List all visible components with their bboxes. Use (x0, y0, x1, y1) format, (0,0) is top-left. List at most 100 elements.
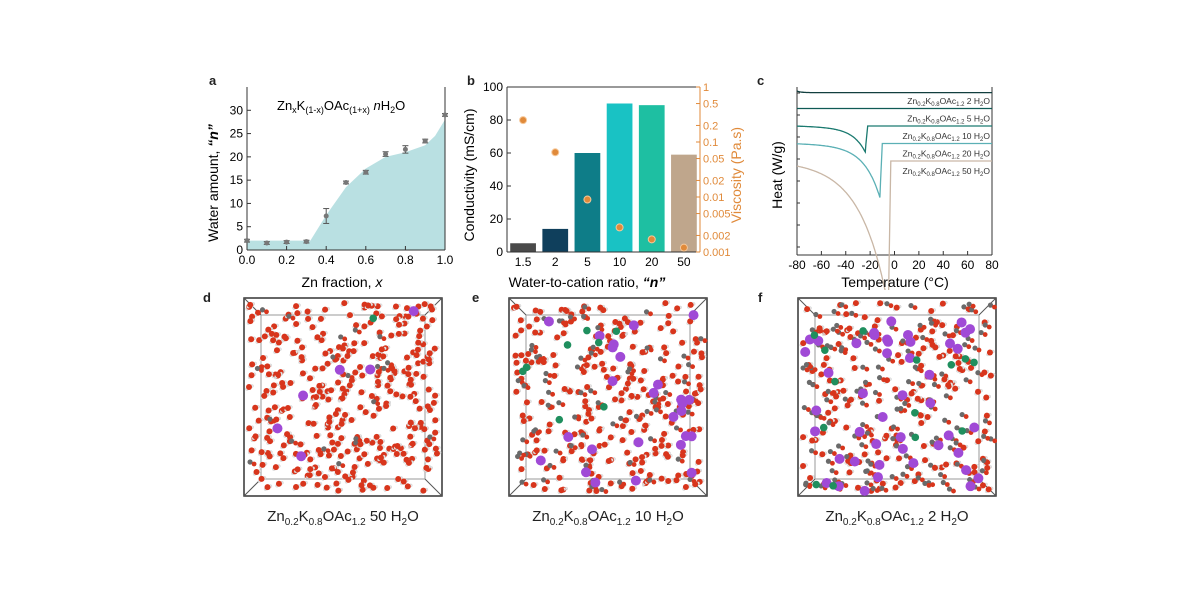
atom-c (521, 383, 527, 389)
atom-o (814, 384, 820, 390)
atom-c (810, 382, 816, 388)
atom-o (419, 315, 426, 322)
x-tick-label: 0.4 (318, 253, 335, 267)
atom-o (561, 385, 568, 392)
atom-c (879, 485, 885, 491)
md-snapshot-50-h2o (243, 297, 443, 497)
atom-o (275, 480, 282, 487)
atom-c (803, 482, 809, 488)
atom-k (810, 426, 821, 437)
x-tick-label: 20 (912, 258, 926, 272)
atom-o (971, 463, 978, 470)
atom-c (580, 432, 586, 438)
atom-o (664, 453, 671, 460)
atom-c (959, 411, 965, 418)
atom-o (265, 371, 272, 378)
atom-c (900, 471, 906, 477)
atom-o (942, 474, 948, 479)
atom-o (683, 388, 690, 395)
atom-o (420, 358, 427, 365)
atom-c (982, 322, 988, 328)
atom-o (538, 356, 544, 362)
atom-k (535, 455, 546, 466)
y2-tick-label: 0.1 (703, 137, 718, 149)
atom-o (414, 346, 421, 353)
atom-c (590, 344, 596, 350)
chart-a-title: ZnxK(1-x)OAc(1+x) nH2O (277, 98, 405, 115)
atom-c (929, 439, 935, 445)
atom-o (652, 438, 658, 444)
atom-o (249, 361, 256, 368)
atom-o (370, 484, 377, 491)
atom-o (665, 320, 672, 327)
atom-o (326, 414, 333, 421)
atom-zn (831, 377, 839, 386)
atom-c (286, 313, 292, 319)
atom-c (981, 457, 987, 464)
atom-o (657, 325, 664, 332)
atom-o (629, 470, 636, 477)
atom-o (583, 362, 590, 369)
atom-o (616, 320, 623, 327)
atom-o (702, 338, 708, 344)
atom-o (605, 384, 612, 391)
atom-c (644, 345, 650, 351)
atom-c (578, 390, 584, 396)
atom-c (953, 440, 959, 446)
atom-c (940, 479, 946, 486)
atom-o (920, 345, 927, 352)
atom-c (902, 400, 908, 406)
atom-o (619, 437, 626, 444)
atom-c (267, 416, 273, 422)
x-tick-label: 2 (552, 255, 559, 269)
atom-o (983, 412, 990, 419)
atom-c (663, 389, 669, 396)
atom-o (256, 337, 263, 344)
atom-o (319, 393, 326, 400)
atom-k (587, 444, 598, 455)
y-tick-label: 25 (230, 127, 244, 141)
atom-o (312, 402, 319, 409)
atom-o (551, 372, 558, 379)
atom-o (967, 379, 973, 385)
atom-o (847, 333, 854, 340)
atom-o (945, 382, 952, 389)
atom-o (312, 365, 319, 372)
atom-o (975, 438, 982, 445)
atom-k (854, 426, 865, 437)
atom-k (965, 481, 976, 492)
atom-o (863, 444, 869, 450)
atom-o (557, 450, 563, 456)
atom-o (578, 442, 585, 449)
atom-c (908, 302, 914, 309)
atom-o (353, 446, 360, 453)
atom-k (800, 346, 811, 357)
atom-o (526, 323, 533, 330)
atom-o (307, 466, 314, 473)
atom-o (393, 450, 400, 457)
atom-o (932, 464, 938, 470)
atom-k (811, 405, 822, 416)
atom-o (851, 365, 858, 372)
atom-o (360, 477, 367, 484)
atom-o (353, 322, 360, 329)
atom-o (545, 479, 551, 485)
atom-o (867, 381, 872, 387)
atom-o (328, 387, 335, 394)
atom-o (395, 476, 402, 483)
atom-c (543, 370, 549, 377)
atom-o (674, 305, 681, 312)
atom-o (808, 364, 813, 370)
atom-o (265, 407, 272, 414)
atom-c (643, 309, 650, 315)
atom-o (533, 437, 540, 444)
atom-o (374, 378, 381, 385)
atom-o (533, 447, 540, 454)
atom-o (890, 358, 896, 364)
atom-o (266, 428, 273, 435)
atom-o (892, 484, 899, 491)
atom-c (889, 473, 895, 480)
atom-o (560, 330, 567, 337)
atom-c (247, 459, 253, 465)
atom-o (955, 359, 962, 366)
